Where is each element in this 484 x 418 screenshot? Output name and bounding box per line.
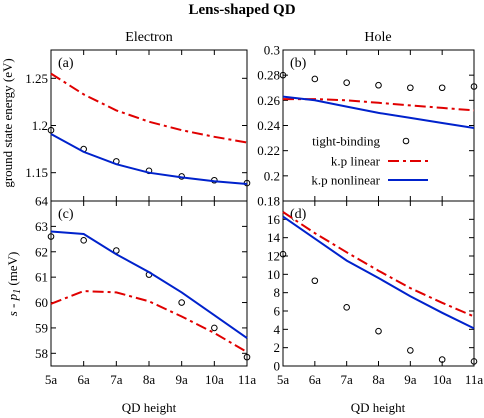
y-tick-label: 60 — [35, 295, 48, 310]
x-axis-label-right: QD height — [351, 400, 406, 415]
kp-linear-line — [50, 290, 248, 353]
panel-d: 0 2 4 6 8 10 12 14 16 5a 6a 7a 8a 9a 10a 11a (d) — [267, 200, 484, 387]
tight-binding-point — [343, 79, 350, 87]
column-title-electron: Electron — [125, 30, 172, 45]
y-tick-label: 61 — [35, 270, 48, 285]
y-label-s-p: s - p — [5, 293, 20, 316]
x-tick-label: 11a — [465, 372, 484, 387]
legend-tight-binding-marker — [402, 137, 410, 145]
kp-linear-line — [282, 211, 475, 318]
tight-binding-point — [279, 71, 287, 79]
x-tick-label: 7a — [110, 372, 123, 387]
y-tick-label: 16 — [267, 212, 281, 227]
y-tick-label: 12 — [267, 249, 280, 264]
plot-frame — [50, 200, 248, 367]
legend-tight-binding-label: tight-binding — [312, 134, 380, 149]
x-tick-label: 10a — [433, 372, 452, 387]
kp-nonlinear-line — [50, 230, 248, 339]
y-tick-label: 58 — [35, 346, 48, 361]
x-axis-label-left: QD height — [122, 400, 177, 415]
y-tick-label: 4 — [274, 322, 281, 337]
y-tick-label: 1.25 — [25, 71, 48, 86]
kp-nonlinear-line — [50, 133, 248, 185]
tight-binding-point — [375, 327, 382, 335]
legend-kp-nonlinear-label: k.p nonlinear — [311, 173, 380, 188]
tight-binding-point — [211, 324, 218, 332]
x-tick-label: 8a — [372, 372, 385, 387]
tight-binding-point — [375, 81, 382, 89]
y-label-unit: (meV) — [5, 252, 20, 289]
x-tick-label: 6a — [309, 372, 322, 387]
tight-binding-point — [178, 299, 185, 306]
tight-binding-point — [47, 126, 55, 134]
panel-label: (a) — [58, 56, 74, 71]
y-tick-label: 64 — [35, 194, 49, 209]
kp-linear-line — [283, 98, 475, 112]
y-tick-label: 1.2 — [32, 118, 48, 133]
tight-binding-point — [407, 84, 414, 92]
y-tick-label: 0.26 — [257, 93, 280, 108]
x-tick-label: 5a — [277, 372, 290, 387]
panel-label: (c) — [58, 207, 74, 222]
y-tick-label: 0.18 — [257, 194, 280, 209]
tight-binding-point — [438, 356, 446, 363]
y-tick-label: 0.2 — [264, 168, 280, 183]
kp-nonlinear-line — [282, 215, 475, 330]
x-tick-label: 5a — [45, 372, 58, 387]
y-tick-label: 0.22 — [257, 143, 280, 158]
panel-label: (d) — [290, 207, 307, 222]
y-tick-label: 0.24 — [257, 118, 280, 133]
plot-frame — [282, 200, 475, 367]
column-title-hole: Hole — [364, 30, 391, 45]
panel-b: 0.18 0.2 0.22 0.24 0.26 0.28 0.3 (b) — [257, 43, 478, 209]
x-tick-label: 8a — [143, 372, 156, 387]
y-tick-label: 0.3 — [264, 43, 280, 58]
tight-binding-point — [438, 84, 446, 92]
y-tick-label: 0.28 — [257, 68, 280, 83]
kp-linear-line — [50, 72, 248, 144]
x-tick-label: 7a — [341, 372, 354, 387]
tight-binding-point — [407, 347, 414, 354]
x-tick-label: 10a — [205, 372, 224, 387]
panels: 1.15 1.2 1.25 (a) 0.18 0.2 0.22 0.24 0.26 0.28 0.3… — [25, 43, 483, 388]
y-axis-label-bottom: s - p1 (meV) — [5, 252, 23, 317]
tight-binding-point — [311, 75, 319, 83]
y-tick-label: 63 — [35, 219, 48, 234]
plot-frame — [50, 49, 248, 202]
panel-label: (b) — [290, 56, 307, 71]
tight-binding-point — [470, 358, 478, 365]
x-tick-label: 11a — [238, 372, 257, 387]
tight-binding-point — [470, 83, 478, 90]
y-axis-label-top: ground state energy (eV) — [0, 58, 15, 187]
tight-binding-point — [279, 250, 287, 258]
kp-nonlinear-line — [282, 95, 475, 129]
y-tick-label: 2 — [274, 340, 281, 355]
tight-binding-point — [243, 353, 251, 361]
y-tick-label: 6 — [274, 304, 281, 319]
legend: tight-binding k.p linear k.p nonlinear — [311, 134, 428, 188]
legend-kp-linear-label: k.p linear — [331, 154, 381, 169]
x-tick-label: 9a — [404, 372, 417, 387]
y-tick-label: 59 — [35, 320, 48, 335]
tight-binding-point — [343, 304, 350, 311]
y-tick-label: 14 — [267, 230, 281, 245]
y-tick-label: 10 — [267, 267, 280, 282]
y-tick-label: 8 — [274, 285, 281, 300]
panel-c: 58 59 60 61 62 63 64 5a 6a 7a 8a 9a 10a 11a (c) — [35, 194, 256, 388]
tight-binding-point — [47, 233, 55, 240]
y-tick-label: 0 — [274, 359, 281, 374]
tight-binding-point — [311, 277, 319, 285]
figure-title: Lens-shaped QD — [188, 2, 295, 18]
panel-a: 1.15 1.2 1.25 (a) — [25, 49, 251, 202]
x-tick-label: 6a — [78, 372, 91, 387]
y-tick-label: 1.15 — [25, 165, 48, 180]
tight-binding-point — [80, 237, 87, 244]
x-tick-label: 9a — [176, 372, 189, 387]
y-tick-label: 62 — [35, 244, 48, 259]
y-label-subscript: 1 — [12, 289, 23, 294]
